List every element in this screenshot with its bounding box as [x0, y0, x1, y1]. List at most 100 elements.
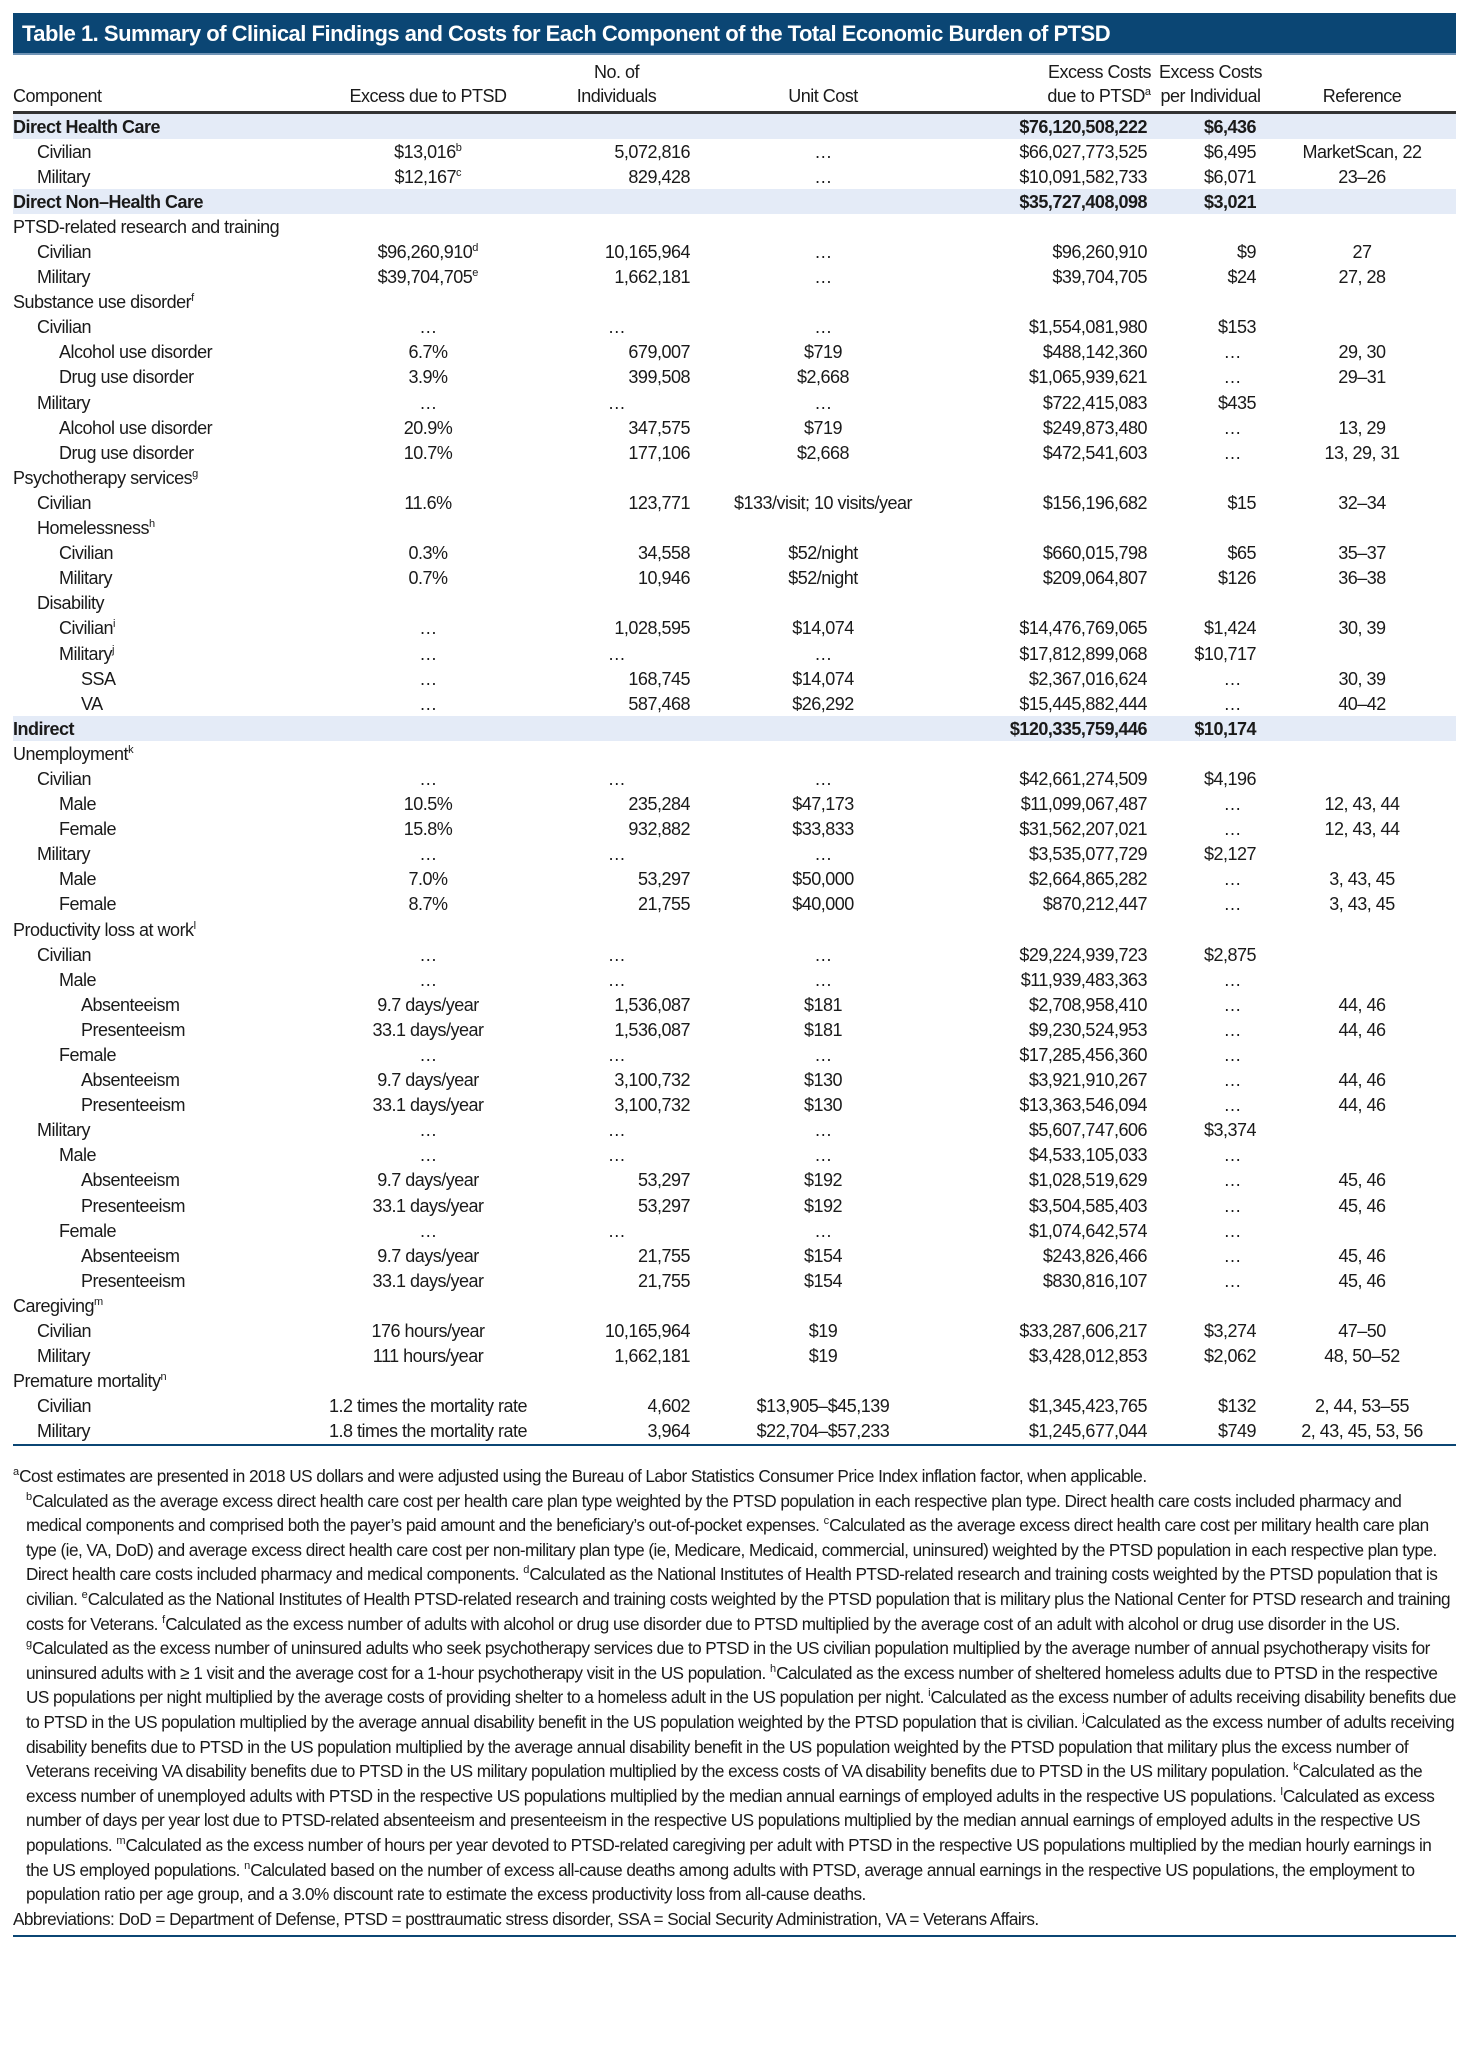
per-individual-cell: …	[1223, 1220, 1242, 1241]
excess-cell	[313, 716, 543, 742]
individuals-cell	[543, 741, 698, 766]
col-header-reference: Reference	[1268, 60, 1456, 114]
per-individual-cell: $10,174	[1153, 716, 1268, 742]
component-cell: Male	[59, 869, 97, 890]
component-cell: Presenteeism	[81, 1095, 186, 1116]
reference-cell: 48, 50–52	[1324, 1346, 1400, 1367]
table-row: Psychotherapy servicesg	[13, 465, 1456, 490]
component-cell: Military	[37, 1120, 91, 1141]
excess-cell: 9.7 days/year	[377, 1245, 479, 1266]
per-individual-cell: $3,021	[1153, 189, 1268, 215]
reference-cell: 23–26	[1338, 166, 1386, 187]
component-cell: Premature mortalityn	[13, 1371, 167, 1392]
unit-cost-cell: …	[814, 969, 832, 990]
per-individual-cell: $3,374	[1203, 1120, 1257, 1141]
per-individual-cell: $6,436	[1153, 112, 1268, 140]
unit-cost-cell: $13,905–$45,139	[756, 1396, 890, 1417]
reference-cell	[1268, 1042, 1456, 1067]
excess-cell	[313, 516, 543, 541]
component-cell: Civilian	[37, 944, 92, 965]
reference-cell: 13, 29, 31	[1324, 442, 1400, 463]
per-individual-cell	[1153, 214, 1268, 239]
per-individual-cell: $2,062	[1203, 1346, 1257, 1367]
unit-cost-cell: …	[814, 267, 832, 288]
table-row: Civiliani … 1,028,595 $14,074 $14,476,769,06…	[13, 616, 1456, 641]
individuals-cell: 347,575	[628, 417, 690, 438]
unit-cost-cell: …	[814, 643, 832, 664]
reference-cell: 45, 46	[1338, 1195, 1386, 1216]
component-cell: Absenteeism	[81, 1245, 180, 1266]
unit-cost-cell: $181	[803, 994, 843, 1015]
excess-cell: …	[419, 969, 437, 990]
individuals-cell: 177,106	[628, 442, 690, 463]
reference-cell	[1268, 214, 1456, 239]
component-cell: Militaryj	[59, 643, 115, 664]
table-row: Military … … … $3,535,077,729 $2,127	[13, 842, 1456, 867]
excess-cell: 9.7 days/year	[377, 1170, 479, 1191]
footnote-marker: f	[191, 292, 195, 305]
unit-cost-cell: …	[814, 1120, 832, 1141]
component-cell: Unemploymentk	[13, 743, 134, 764]
footnote-b: bCalculated as the average excess direct…	[26, 1490, 1402, 1536]
reference-cell: 13, 29	[1338, 417, 1386, 438]
table-row: Female 15.8% 932,882 $33,833 $31,562,207,021…	[13, 817, 1456, 842]
section-row: Indirect $120,335,759,446 $10,174	[13, 716, 1456, 742]
individuals-cell	[543, 112, 698, 140]
per-individual-cell: …	[1223, 342, 1242, 363]
individuals-cell: 21,755	[637, 1270, 691, 1291]
excess-cell: 11.6%	[404, 492, 452, 513]
per-individual-cell: $132	[1217, 1396, 1257, 1417]
economic-burden-table: Component Excess due to PTSD No. of Indiv…	[13, 60, 1456, 1446]
excess-cell	[313, 214, 543, 239]
table-title-bar: Table 1. Summary of Clinical Findings an…	[13, 13, 1456, 55]
component-cell: Civilian	[37, 1396, 92, 1417]
excess-costs-cell: $472,541,603	[1042, 442, 1148, 463]
component-cell: Psychotherapy servicesg	[13, 467, 199, 488]
per-individual-cell: …	[1223, 969, 1242, 990]
footnote-k: kCalculated as the excess number of unem…	[26, 1761, 1423, 1806]
footnote-a: aCost estimates are presented in 2018 US…	[13, 1466, 1147, 1486]
unit-cost-cell: …	[814, 768, 832, 789]
reference-cell: 3, 43, 45	[1329, 869, 1395, 890]
excess-costs-cell: $156,196,682	[1042, 492, 1148, 513]
table-row: Absenteeism 9.7 days/year 1,536,087 $181 $2,…	[13, 992, 1456, 1017]
individuals-cell: 1,536,087	[614, 1019, 690, 1040]
footnote-marker: l	[193, 919, 197, 932]
unit-cost-cell: …	[814, 844, 832, 865]
table-row: Absenteeism 9.7 days/year 3,100,732 $130 $3,…	[13, 1068, 1456, 1093]
section-row: Direct Non–Health Care $35,727,408,098 $3,…	[13, 189, 1456, 215]
table-row: Military 1.8 times the mortality rate 3,96…	[13, 1418, 1456, 1446]
component-cell: Male	[59, 794, 97, 815]
reference-cell	[1268, 390, 1456, 415]
component-cell: Female	[59, 1220, 117, 1241]
component-cell: Military	[37, 1346, 91, 1367]
individuals-cell	[543, 214, 698, 239]
excess-cell	[313, 741, 543, 766]
table-row: Caregivingm	[13, 1293, 1456, 1318]
excess-costs-cell: $249,873,480	[1042, 417, 1148, 438]
unit-cost-cell	[698, 917, 948, 942]
component-cell: Male	[59, 969, 97, 990]
component-cell: Civilian	[37, 1321, 92, 1342]
per-individual-cell: $4,196	[1203, 768, 1257, 789]
reference-cell: 30, 39	[1338, 668, 1386, 689]
individuals-cell: …	[607, 844, 626, 865]
per-individual-cell	[1153, 741, 1268, 766]
excess-cell	[313, 1369, 543, 1394]
excess-costs-cell	[948, 290, 1153, 315]
individuals-cell	[543, 516, 698, 541]
excess-cell: $39,704,705e	[377, 267, 479, 288]
footnote-e: eCalculated as the National Institutes o…	[26, 1588, 1451, 1634]
component-cell: Civilian	[37, 141, 92, 162]
unit-cost-cell	[698, 290, 948, 315]
excess-cell: $13,016b	[394, 141, 462, 162]
footnote-marker: n	[160, 1371, 167, 1384]
excess-costs-cell	[948, 917, 1153, 942]
individuals-cell: 1,028,595	[614, 618, 690, 639]
footnote-j: jCalculated as the excess number of adul…	[26, 1711, 1455, 1782]
table-row: Male……… $4,533,105,033…	[13, 1143, 1456, 1168]
footnote-marker: d	[472, 242, 479, 255]
unit-cost-cell	[698, 516, 948, 541]
table-body: Direct Health Care $76,120,508,222 $6,436 C…	[13, 112, 1456, 1446]
excess-cell: $12,167c	[394, 166, 462, 187]
